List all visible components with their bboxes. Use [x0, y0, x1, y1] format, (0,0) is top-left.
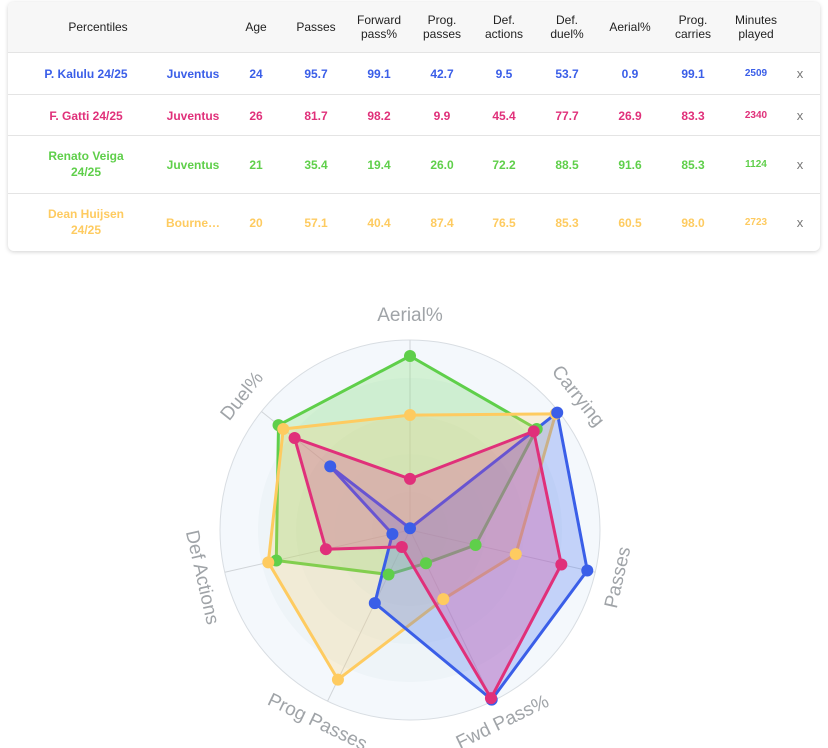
passes-cell: 57.1: [304, 216, 328, 230]
forward-pass-cell: 99.1: [367, 67, 391, 81]
team-cell: Juventus: [166, 158, 220, 172]
series-polygon-1: [266, 412, 558, 682]
def-duel-cell: 85.3: [555, 216, 579, 230]
data-point: [324, 460, 337, 473]
data-point: [386, 528, 399, 541]
forward-pass-cell: 98.2: [367, 108, 391, 123]
aerial-cell: 26.9: [618, 108, 642, 123]
header-prog-carries: Prog. carries: [674, 13, 711, 41]
data-point: [527, 425, 540, 438]
series-polygon-0: [274, 354, 539, 576]
aerial-cell: 0.9: [621, 67, 639, 81]
prog-carries-cell: 99.1: [681, 67, 705, 81]
def-actions-cell: 72.2: [492, 158, 516, 172]
table-row: P. Kalulu 24/25 Juventus 24 95.7 99.1 42.7 9.5…: [8, 52, 820, 95]
data-point: [551, 406, 564, 419]
data-point: [404, 349, 416, 362]
data-point: [368, 597, 381, 610]
table-row: F. Gatti 24/25 Juventus 26 81.7 98.2 9.9 45.4 7…: [8, 94, 820, 136]
passes-cell: 95.7: [304, 67, 328, 81]
data-point: [555, 558, 568, 571]
data-point: [262, 556, 275, 569]
prog-carries-cell: 98.0: [681, 216, 705, 230]
data-point: [419, 557, 432, 570]
data-point: [581, 564, 594, 577]
data-point: [404, 472, 416, 485]
data-point: [404, 522, 416, 535]
header-minutes-played: Minutes played: [734, 13, 778, 41]
header-percentiles: Percentiles: [68, 20, 128, 34]
data-point: [509, 548, 522, 561]
minutes-cell: 2509: [744, 68, 768, 79]
data-point: [395, 540, 408, 553]
axis-label: Def Actions: [181, 528, 223, 626]
team-cell: Bourne…: [166, 216, 220, 230]
header-def-actions: Def. actions: [484, 13, 524, 41]
percentiles-table: Percentiles Age Passes Forward pass% Prog…: [8, 2, 820, 251]
def-actions-cell: 9.5: [495, 67, 513, 81]
data-point: [382, 568, 395, 581]
prog-passes-cell: 9.9: [433, 108, 451, 123]
remove-player-button[interactable]: x: [796, 215, 804, 230]
remove-player-button[interactable]: x: [796, 157, 804, 172]
team-cell: Juventus: [166, 108, 220, 123]
minutes-cell: 1124: [745, 159, 767, 170]
passes-cell: 35.4: [304, 158, 328, 172]
header-def-duel: Def. duel%: [550, 13, 584, 41]
header-passes: Passes: [296, 20, 336, 34]
axis-label: Passes: [601, 545, 635, 610]
radar-spoke: [224, 529, 411, 573]
data-point: [484, 692, 497, 705]
def-actions-cell: 45.4: [492, 108, 516, 123]
player-name: Renato Veiga 24/25: [48, 149, 124, 179]
team-cell: Juventus: [166, 67, 220, 81]
header-forward-pass: Forward pass%: [356, 13, 401, 41]
prog-carries-cell: 85.3: [681, 158, 705, 172]
def-duel-cell: 88.5: [555, 158, 579, 172]
remove-player-button[interactable]: x: [796, 66, 804, 81]
age-cell: 20: [249, 216, 263, 230]
prog-passes-cell: 87.4: [430, 216, 454, 230]
header-age: Age: [245, 20, 267, 34]
prog-carries-cell: 83.3: [681, 108, 705, 123]
def-duel-cell: 53.7: [555, 67, 579, 81]
forward-pass-cell: 40.4: [367, 216, 391, 230]
aerial-cell: 91.6: [618, 158, 642, 172]
aerial-cell: 60.5: [618, 216, 642, 230]
data-point: [404, 409, 416, 422]
player-name: F. Gatti 24/25: [49, 108, 123, 123]
data-point: [319, 543, 332, 556]
remove-player-button[interactable]: x: [796, 107, 804, 123]
data-point: [437, 593, 450, 606]
def-duel-cell: 77.7: [555, 108, 579, 123]
prog-passes-cell: 26.0: [430, 158, 454, 172]
table-row: Dean Huijsen 24/25 Bourne… 20 57.1 40.4 87.4 76…: [8, 193, 820, 252]
data-point: [469, 538, 482, 551]
table-row: Renato Veiga 24/25 Juventus 21 35.4 19.4 26.0 7…: [8, 135, 820, 194]
player-name: P. Kalulu 24/25: [44, 67, 128, 81]
minutes-cell: 2340: [744, 109, 768, 121]
header-aerial: Aerial%: [609, 20, 651, 34]
age-cell: 26: [249, 108, 263, 123]
radar-spoke: [327, 529, 411, 702]
player-name: Dean Huijsen 24/25: [47, 207, 125, 237]
prog-passes-cell: 42.7: [430, 67, 454, 81]
header-prog-passes: Prog. passes: [422, 13, 462, 41]
def-actions-cell: 76.5: [492, 216, 516, 230]
age-cell: 21: [249, 158, 263, 172]
forward-pass-cell: 19.4: [367, 158, 391, 172]
table-header: Percentiles Age Passes Forward pass% Prog…: [8, 2, 820, 52]
minutes-cell: 2723: [744, 217, 768, 228]
passes-cell: 81.7: [304, 108, 328, 123]
data-point: [288, 431, 301, 444]
data-point: [331, 673, 344, 686]
series-polygon-2: [328, 411, 589, 702]
age-cell: 24: [249, 67, 263, 81]
data-point: [277, 422, 290, 435]
axis-label: Aerial%: [377, 305, 443, 326]
